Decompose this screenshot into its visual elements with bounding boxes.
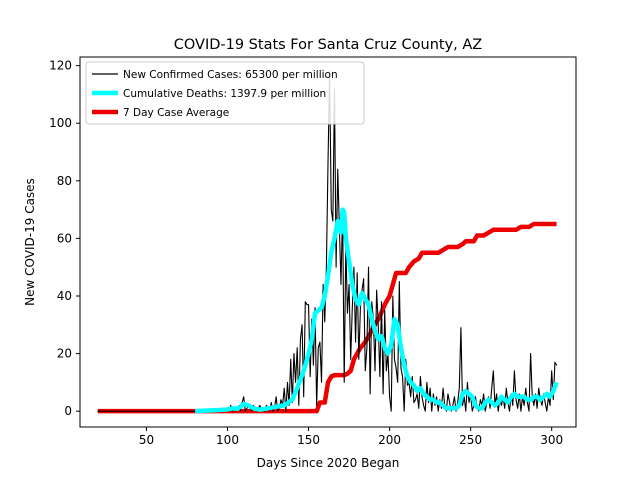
x-axis-ticks: 50 100 150 200 250 300: [139, 427, 563, 447]
chart-title: COVID-19 Stats For Santa Cruz County, AZ: [174, 37, 483, 53]
y-tick-label: 60: [57, 231, 72, 245]
y-tick-label: 40: [57, 289, 72, 303]
plot-frame: [79, 56, 577, 428]
series-line-cumulative-deaths: [194, 207, 559, 414]
y-tick-label: 20: [57, 347, 72, 361]
x-tick-label: 100: [216, 433, 239, 447]
y-tick-label: 80: [57, 174, 72, 188]
x-tick-label: 50: [139, 433, 154, 447]
legend-label-new-cases: New Confirmed Cases: 65300 per million: [123, 69, 338, 81]
series-line-7-day-average: [97, 221, 557, 414]
x-axis-label: Days Since 2020 Began: [257, 456, 400, 470]
y-axis-label: New COVID-19 Cases: [23, 178, 37, 306]
x-tick-label: 150: [297, 433, 320, 447]
y-axis-ticks: 0 20 40 60 80 100 120: [49, 59, 80, 418]
y-tick-label: 0: [64, 404, 72, 418]
legend-label-7-day-average: 7 Day Case Average: [123, 107, 229, 119]
legend-label-cumulative-deaths: Cumulative Deaths: 1397.9 per million: [123, 88, 326, 100]
legend: New Confirmed Cases: 65300 per million C…: [85, 61, 365, 125]
y-tick-label: 100: [49, 116, 72, 130]
x-tick-label: 200: [378, 433, 401, 447]
legend-box: [85, 61, 365, 125]
y-tick-label: 120: [49, 59, 72, 73]
x-tick-label: 300: [540, 433, 563, 447]
x-tick-label: 250: [459, 433, 482, 447]
series-layer: [97, 70, 559, 414]
